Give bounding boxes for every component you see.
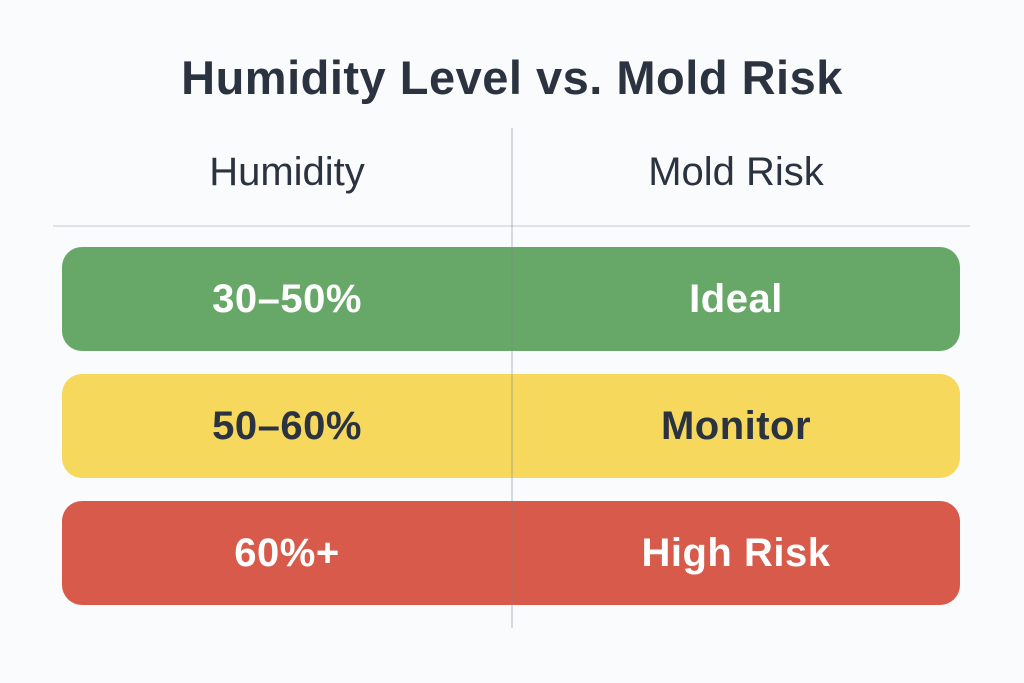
column-divider-line bbox=[511, 128, 513, 628]
column-header-mold-risk: Mold Risk bbox=[648, 150, 824, 194]
table-body: 30–50% Ideal 50–60% Monitor 60%+ High Ri… bbox=[62, 247, 960, 605]
table-row-high-risk: 60%+ High Risk bbox=[62, 501, 960, 605]
table-row-monitor: 50–60% Monitor bbox=[62, 374, 960, 478]
header-divider-line bbox=[53, 225, 970, 227]
column-header-humidity: Humidity bbox=[209, 150, 365, 194]
risk-cell: Ideal bbox=[689, 276, 783, 321]
table-header-row: Humidity Mold Risk bbox=[62, 150, 960, 195]
humidity-cell: 30–50% bbox=[212, 276, 362, 321]
table-row-ideal: 30–50% Ideal bbox=[62, 247, 960, 351]
humidity-cell: 60%+ bbox=[234, 530, 340, 575]
page-title: Humidity Level vs. Mold Risk bbox=[181, 51, 843, 104]
humidity-cell: 50–60% bbox=[212, 403, 362, 448]
risk-cell: Monitor bbox=[660, 403, 812, 448]
risk-cell: High Risk bbox=[641, 530, 831, 575]
